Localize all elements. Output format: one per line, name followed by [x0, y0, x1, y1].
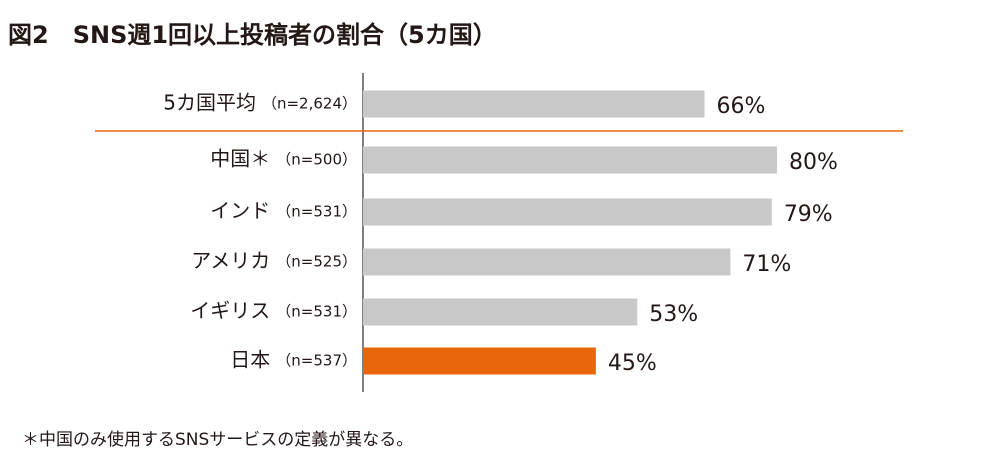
- sample-size: （n=500）: [276, 151, 357, 169]
- bar: [363, 248, 731, 276]
- value-label: 71%: [742, 252, 791, 277]
- sample-size: （n=2,624）: [262, 95, 357, 113]
- category-label: 日本: [230, 348, 270, 372]
- category-label: 5カ国平均: [163, 91, 256, 115]
- bar: [363, 146, 777, 174]
- sample-size: （n=531）: [276, 203, 357, 221]
- category-label: アメリカ: [191, 249, 270, 273]
- value-label: 45%: [608, 351, 657, 376]
- category-label: インド: [210, 199, 270, 223]
- footnote: ＊中国のみ使用するSNSサービスの定義が異なる。: [22, 429, 413, 450]
- value-label: 79%: [784, 202, 833, 227]
- value-label: 66%: [717, 94, 766, 119]
- sample-size: （n=531）: [276, 303, 357, 321]
- value-label: 80%: [789, 150, 838, 175]
- sample-size: （n=537）: [276, 352, 357, 370]
- chart-title: 図2 SNS週1回以上投稿者の割合（5カ国）: [8, 21, 497, 49]
- bar: [363, 90, 705, 118]
- category-label: 中国＊: [210, 147, 270, 171]
- sample-size: （n=525）: [276, 253, 357, 271]
- bar: [363, 198, 772, 226]
- value-label: 53%: [649, 302, 698, 327]
- bar: [363, 298, 638, 326]
- category-label: イギリス: [190, 299, 270, 323]
- bar: [363, 347, 596, 375]
